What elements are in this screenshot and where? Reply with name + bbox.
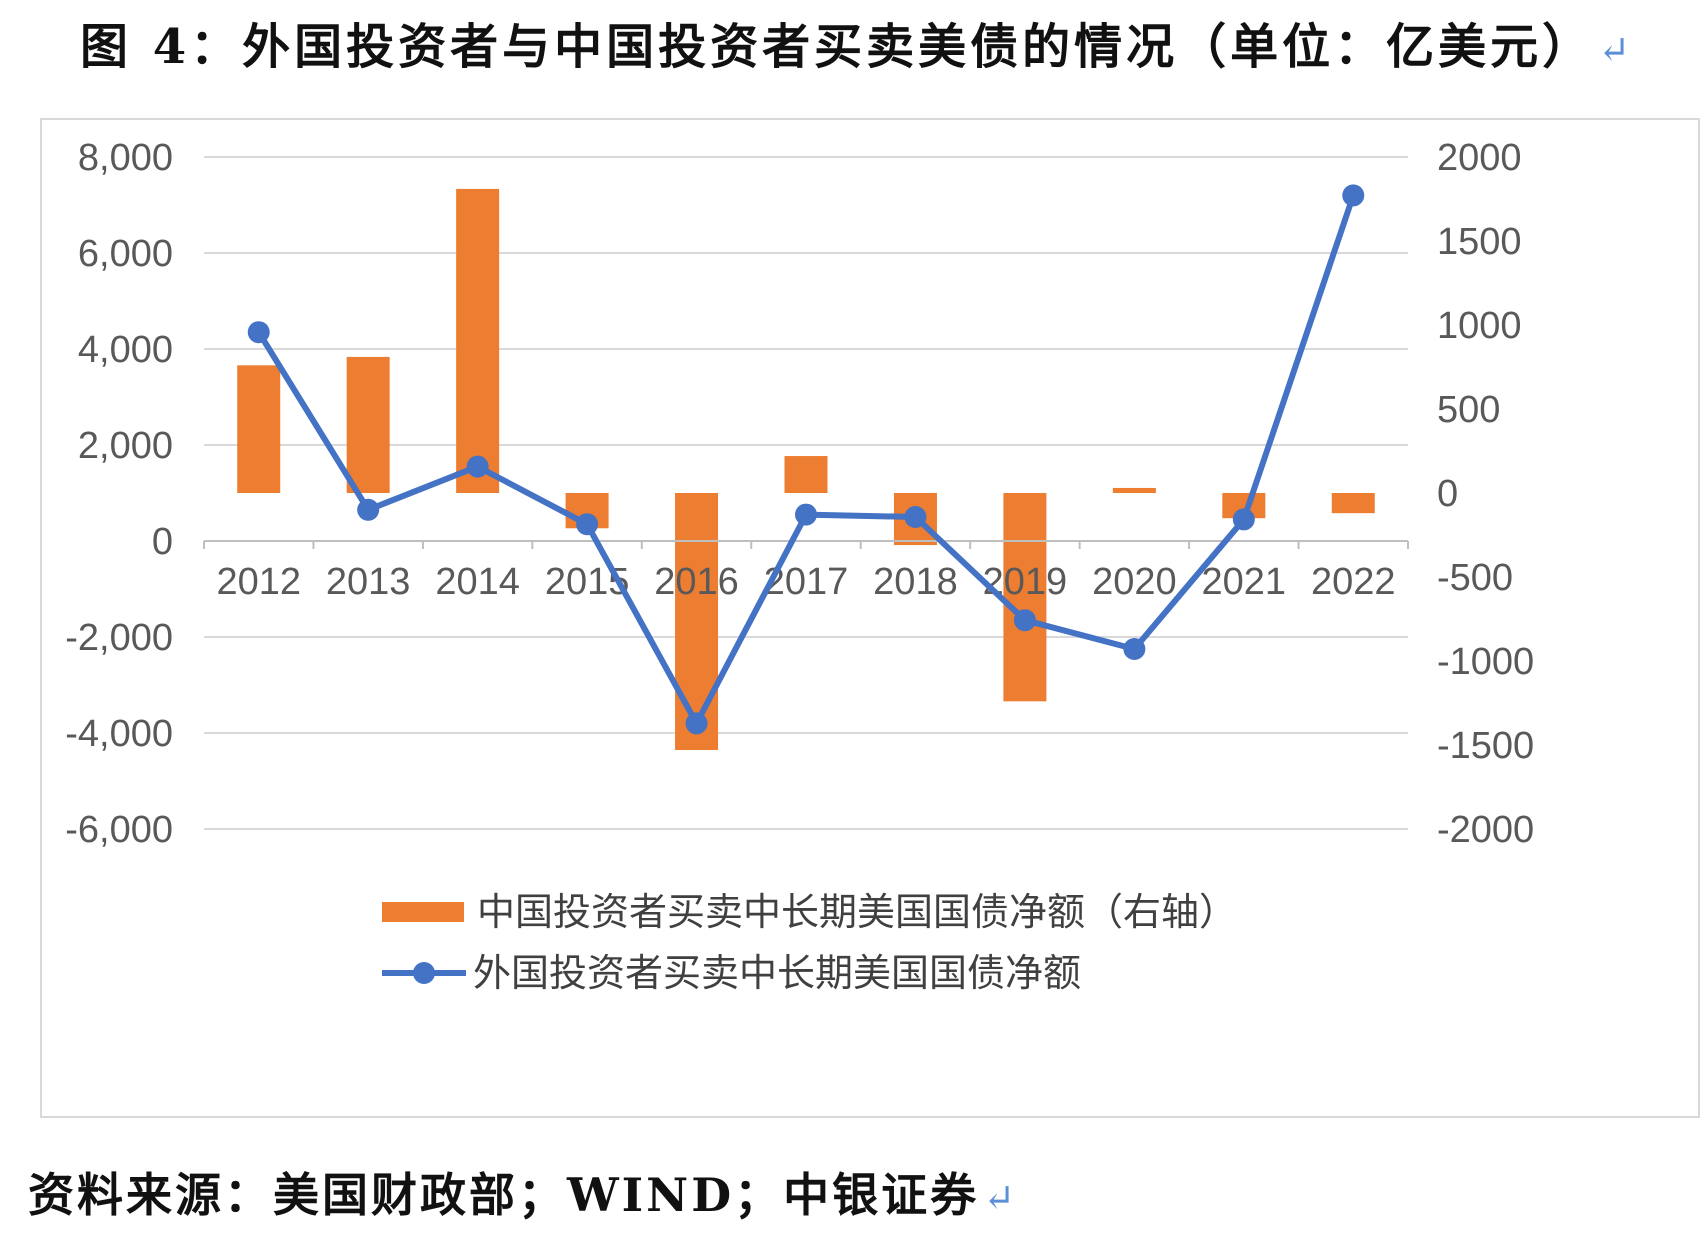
right-tick-label: -1500 xyxy=(1437,725,1534,767)
right-tick-label: 1500 xyxy=(1437,221,1522,263)
left-tick-label: 0 xyxy=(152,521,173,563)
bar-2012 xyxy=(237,365,281,493)
line-point-2020 xyxy=(1123,638,1146,660)
bar-2022 xyxy=(1331,493,1375,514)
line-point-2013 xyxy=(357,498,380,521)
x-tick-label-2014: 2014 xyxy=(435,561,520,603)
x-tick-label-2015: 2015 xyxy=(545,561,630,603)
x-tick-label-2021: 2021 xyxy=(1202,561,1287,603)
chart: 2012 2013 2014 2015 2016 2017 2018 2019 2020 2021… xyxy=(65,137,1534,995)
source-text: 资料来源：美国财政部；WIND；中银证券 xyxy=(28,1168,980,1222)
source-note: 资料来源：美国财政部；WIND；中银证券 ↵ xyxy=(28,1160,1018,1230)
x-tick-label-2013: 2013 xyxy=(326,561,411,603)
left-tick-label: -6,000 xyxy=(65,809,173,851)
line-point-2012 xyxy=(247,321,270,344)
bar-2017 xyxy=(784,456,828,493)
x-tick-label-2018: 2018 xyxy=(873,561,958,603)
line-point-2018 xyxy=(904,506,927,528)
x-tick-label-2016: 2016 xyxy=(654,561,739,603)
x-tick-label-2022: 2022 xyxy=(1311,561,1396,603)
right-tick-label: -1000 xyxy=(1437,641,1534,683)
right-tick-label: 1000 xyxy=(1437,305,1522,347)
bar-2019 xyxy=(1003,493,1047,702)
bar-2016 xyxy=(675,493,719,751)
left-tick-label: 6,000 xyxy=(78,233,173,275)
line-point-2016 xyxy=(685,712,708,735)
line-point-2015 xyxy=(576,513,599,536)
right-tick-label: -500 xyxy=(1437,557,1513,599)
paragraph-mark-icon: ↵ xyxy=(983,1176,1018,1220)
bar-2014 xyxy=(456,188,500,494)
legend-label-line: 外国投资者买卖中长期美国国债净额 xyxy=(473,951,1081,995)
legend-label-bar: 中国投资者买卖中长期美国国债净额（右轴） xyxy=(477,890,1237,934)
right-tick-label: 500 xyxy=(1437,389,1500,431)
legend-bar-swatch xyxy=(382,902,464,922)
left-tick-label: 8,000 xyxy=(78,137,173,179)
chart-frame: 2012 2013 2014 2015 2016 2017 2018 2019 2020 2021… xyxy=(40,118,1700,1118)
legend-line-marker xyxy=(413,962,435,984)
paragraph-mark-icon: ↵ xyxy=(1598,28,1634,72)
left-tick-label: 2,000 xyxy=(78,425,173,467)
left-tick-label: -4,000 xyxy=(65,713,173,755)
left-tick-label: 4,000 xyxy=(78,329,173,371)
line-point-2017 xyxy=(795,503,817,526)
right-tick-label: 0 xyxy=(1437,473,1458,515)
line-point-2022 xyxy=(1342,184,1365,207)
right-tick-label: 2000 xyxy=(1437,137,1522,179)
bar-2013 xyxy=(346,356,390,493)
x-tick-label-2019: 2019 xyxy=(983,561,1068,603)
x-tick-label-2012: 2012 xyxy=(216,561,301,603)
figure-title: 图 4：外国投资者与中国投资者买卖美债的情况（单位：亿美元） ↵ xyxy=(80,12,1700,82)
left-tick-label: -2,000 xyxy=(65,617,173,659)
right-tick-label: -2000 xyxy=(1437,809,1534,851)
line-point-2021 xyxy=(1232,508,1255,531)
bar-2020 xyxy=(1112,487,1156,493)
line-point-2014 xyxy=(466,455,489,478)
line-point-2019 xyxy=(1013,609,1036,632)
x-tick-label-2020: 2020 xyxy=(1092,561,1177,603)
figure-title-text: 图 4：外国投资者与中国投资者买卖美债的情况（单位：亿美元） xyxy=(80,19,1595,75)
